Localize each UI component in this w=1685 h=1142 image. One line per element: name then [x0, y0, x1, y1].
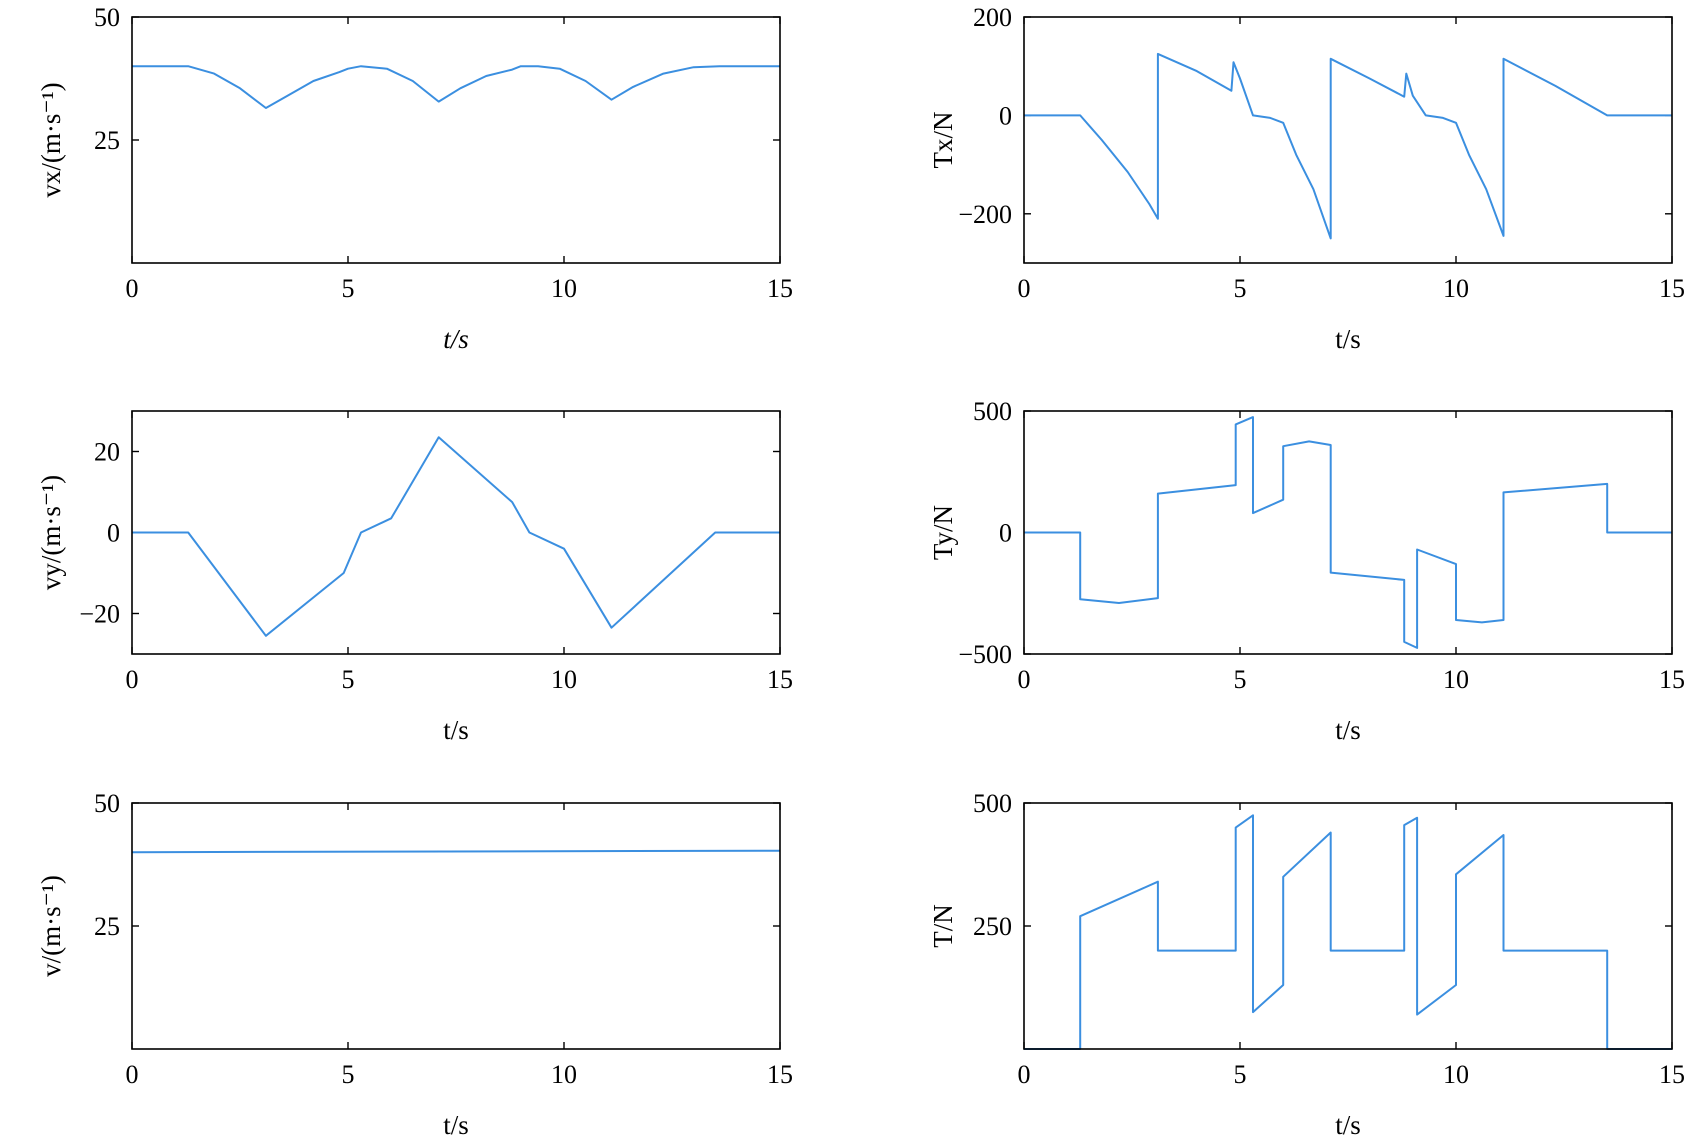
x-axis-label-tx: t/s	[1335, 324, 1361, 354]
panel-tx-tick-labels: 0 5 10 15 −200 0 200	[958, 3, 1685, 303]
y-tick-label-t: 250	[973, 912, 1012, 941]
y-axis-label-v: v/(m·s⁻¹)	[36, 875, 66, 977]
panel-v-ticks	[131, 802, 781, 1049]
x-tick-label-vx: 15	[767, 274, 793, 303]
y-tick-label-vy: 20	[94, 438, 120, 467]
y-tick-label-ty: 0	[999, 519, 1012, 548]
series-line-v	[131, 849, 781, 854]
panel-v: 0 5 10 15 25 50 t/s v/(m·s⁻¹)	[36, 789, 793, 1140]
x-tick-label-vx: 10	[551, 274, 577, 303]
y-tick-label-tx: −200	[958, 200, 1012, 229]
y-tick-label-vy: −20	[79, 600, 120, 629]
x-tick-label-tx: 15	[1659, 274, 1685, 303]
y-tick-label-vx: 50	[94, 3, 120, 32]
x-tick-label-ty: 5	[1234, 665, 1247, 694]
plot-frame-vx	[131, 16, 781, 264]
panel-tx-ticks	[1023, 16, 1673, 263]
panel-vy-tick-labels: 0 5 10 15 −20 0 20	[79, 438, 793, 695]
panel-v-tick-labels: 0 5 10 15 25 50	[94, 789, 793, 1089]
x-tick-label-t: 10	[1443, 1060, 1469, 1089]
x-tick-label-t: 15	[1659, 1060, 1685, 1089]
x-tick-label-vy: 10	[551, 665, 577, 694]
x-tick-label-v: 5	[342, 1060, 355, 1089]
x-tick-label-ty: 15	[1659, 665, 1685, 694]
panel-vx: 0 5 10 15 25 50 t/s vx/(m·s⁻¹)	[36, 3, 793, 354]
panel-tx: 0 5 10 15 −200 0 200 t/s Tx/N	[928, 3, 1685, 354]
y-axis-label-t: T/N	[928, 904, 958, 948]
y-tick-label-v: 25	[94, 912, 120, 941]
panel-ty-ticks	[1023, 410, 1673, 655]
x-axis-label-vy: t/s	[443, 715, 469, 745]
x-tick-label-t: 5	[1234, 1060, 1247, 1089]
x-axis-label-ty: t/s	[1335, 715, 1361, 745]
x-tick-label-v: 0	[126, 1060, 139, 1089]
x-tick-label-vx: 0	[126, 274, 139, 303]
panel-t: 0 5 10 15 250 500 t/s T/N	[928, 789, 1685, 1140]
y-axis-label-ty: Ty/N	[928, 505, 958, 560]
plot-frame-v	[131, 802, 781, 1050]
y-tick-label-t: 500	[973, 789, 1012, 818]
x-axis-label-vx: t/s	[443, 324, 469, 354]
y-tick-label-tx: 0	[999, 101, 1012, 130]
x-axis-label-v: t/s	[443, 1110, 469, 1140]
y-axis-label-tx: Tx/N	[928, 112, 958, 169]
x-tick-label-t: 0	[1018, 1060, 1031, 1089]
plot-frame-tx	[1023, 16, 1673, 264]
y-tick-label-tx: 200	[973, 3, 1012, 32]
panel-t-tick-labels: 0 5 10 15 250 500	[973, 789, 1685, 1089]
x-tick-label-v: 15	[767, 1060, 793, 1089]
x-tick-label-v: 10	[551, 1060, 577, 1089]
plot-frame-t	[1023, 802, 1673, 1050]
y-tick-label-ty: −500	[958, 640, 1012, 669]
x-tick-label-tx: 5	[1234, 274, 1247, 303]
y-tick-label-vy: 0	[107, 519, 120, 548]
plot-frame-ty	[1023, 410, 1673, 655]
y-tick-label-ty: 500	[973, 397, 1012, 426]
series-line-tx	[1024, 52, 1672, 240]
x-tick-label-tx: 0	[1018, 274, 1031, 303]
series-line-vx	[132, 65, 780, 109]
panel-vy-ticks	[131, 411, 781, 654]
x-axis-label-t: t/s	[1335, 1110, 1361, 1140]
series-line-vy	[132, 436, 780, 637]
series-line-t	[1024, 814, 1672, 1050]
panel-t-ticks	[1023, 802, 1673, 1049]
x-tick-label-tx: 10	[1443, 274, 1469, 303]
panel-vx-ticks	[131, 16, 781, 263]
plot-frame-vy	[131, 410, 781, 655]
y-tick-label-vx: 25	[94, 126, 120, 155]
panel-vy: 0 5 10 15 −20 0 20 t/s vy/(m·s⁻¹)	[36, 410, 793, 745]
x-tick-label-vx: 5	[342, 274, 355, 303]
x-tick-label-vy: 0	[126, 665, 139, 694]
y-tick-label-v: 50	[94, 789, 120, 818]
y-axis-label-vy: vy/(m·s⁻¹)	[36, 475, 66, 590]
x-tick-label-ty: 0	[1018, 665, 1031, 694]
x-tick-label-ty: 10	[1443, 665, 1469, 694]
panel-vx-tick-labels: 0 5 10 15 25 50	[94, 3, 793, 303]
series-line-ty	[1024, 416, 1672, 649]
y-axis-label-vx: vx/(m·s⁻¹)	[36, 82, 66, 197]
x-tick-label-vy: 5	[342, 665, 355, 694]
x-tick-label-vy: 15	[767, 665, 793, 694]
